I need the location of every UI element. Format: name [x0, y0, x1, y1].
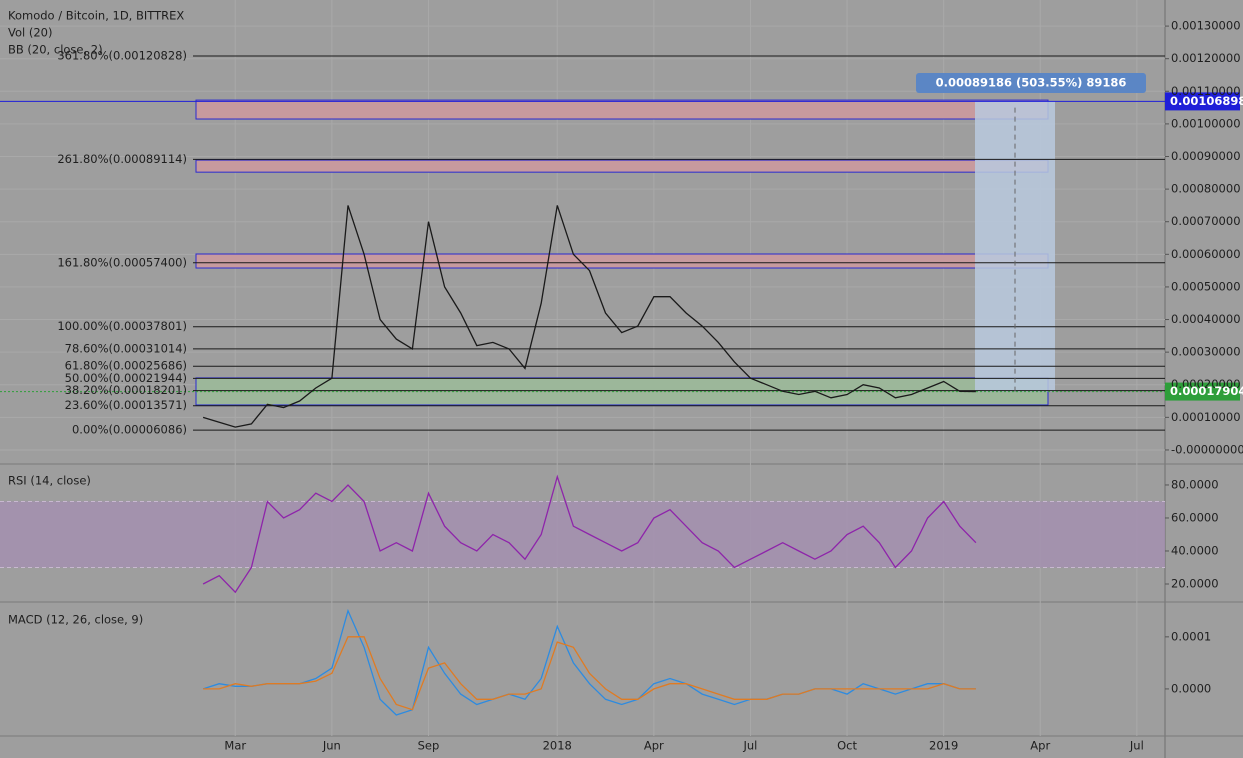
lines-layer: [0, 55, 1165, 431]
x-tick-label: Sep: [418, 739, 440, 753]
fib-label: 38.20%(0.00018201): [65, 383, 187, 397]
y-tick-label: 0.00110000: [1171, 84, 1241, 98]
y-tick-label: 0.00130000: [1171, 19, 1241, 33]
data-line: [202, 474, 977, 594]
indicator-label: BB (20, close, 2): [8, 43, 103, 57]
fib-label: 23.60%(0.00013571): [65, 398, 187, 412]
fib-label: 50.00%(0.00021944): [65, 371, 187, 385]
fib-label: 261.80%(0.00089114): [57, 152, 187, 166]
zone: [195, 253, 1049, 269]
y-tick-label: 0.00100000: [1171, 116, 1241, 130]
y-tick-label: 0.00060000: [1171, 247, 1241, 261]
y-tick-label: 0.00020000: [1171, 377, 1241, 391]
chart-title: Komodo / Bitcoin, 1D, BITTREX: [8, 9, 184, 23]
fib-label: 78.60%(0.00031014): [65, 341, 187, 355]
price-tag: [1165, 382, 1240, 401]
y-tick-label: 0.00090000: [1171, 149, 1241, 163]
fib-label: 161.80%(0.00057400): [57, 255, 187, 269]
data-line: [203, 636, 976, 711]
fib-label: 0.00%(0.00006086): [72, 423, 187, 437]
x-tick-label: 2019: [929, 739, 958, 753]
fib-label: 100.00%(0.00037801): [57, 319, 187, 333]
x-tick-label: Jul: [1129, 739, 1144, 753]
y-tick-label: 40.0000: [1171, 543, 1219, 557]
y-tick-label: 60.0000: [1171, 510, 1219, 524]
x-tick-label: Jun: [322, 739, 341, 753]
y-tick-label: 0.0000: [1171, 681, 1211, 695]
indicator-label: RSI (14, close): [8, 474, 91, 488]
measure-label-bg: [916, 73, 1146, 93]
indicator-label: MACD (12, 26, close, 9): [8, 613, 143, 627]
fib-label: 61.80%(0.00025686): [65, 359, 187, 373]
indicator-label: Vol (20): [8, 26, 52, 40]
fib-label: 361.80%(0.00120828): [57, 48, 187, 62]
axis-panel: [1165, 0, 1243, 758]
x-tick-label: Apr: [644, 739, 664, 753]
y-tick-label: -0.00000000: [1171, 442, 1243, 456]
data-line: [202, 205, 976, 428]
y-tick-label: 20.0000: [1171, 576, 1219, 590]
y-tick-label: 0.00050000: [1171, 279, 1241, 293]
data-line: [202, 608, 976, 716]
measure-label: 0.00089186 (503.55%) 89186: [936, 76, 1127, 90]
y-tick-label: 80.0000: [1171, 477, 1219, 491]
zone: [195, 159, 1049, 173]
price-tag: [1165, 92, 1240, 111]
y-tick-label: 0.0001: [1171, 629, 1211, 643]
y-tick-label: 0.00040000: [1171, 312, 1241, 326]
x-tick-label: Apr: [1030, 739, 1050, 753]
y-tick-label: 0.00070000: [1171, 214, 1241, 228]
zone: [195, 99, 1049, 120]
y-tick-label: 0.00030000: [1171, 345, 1241, 359]
text-layer: Mar Jun Sep 2018 Apr Jul Oct 2019 Apr Jul 0.001300…: [57, 19, 1243, 753]
price-tag-label: 0.00106898: [1170, 94, 1243, 108]
rsi-band: [0, 501, 1165, 568]
x-tick-label: Jul: [743, 739, 758, 753]
x-tick-label: Mar: [224, 739, 246, 753]
y-tick-label: 0.00080000: [1171, 182, 1241, 196]
y-tick-label: 0.00120000: [1171, 51, 1241, 65]
x-tick-label: Oct: [837, 739, 857, 753]
y-tick-label: 0.00010000: [1171, 410, 1241, 424]
zones-layer: [0, 99, 1165, 568]
x-tick-label: 2018: [543, 739, 572, 753]
price-tag-label: 0.00017904: [1170, 384, 1243, 398]
marks-layer: [202, 73, 1240, 716]
